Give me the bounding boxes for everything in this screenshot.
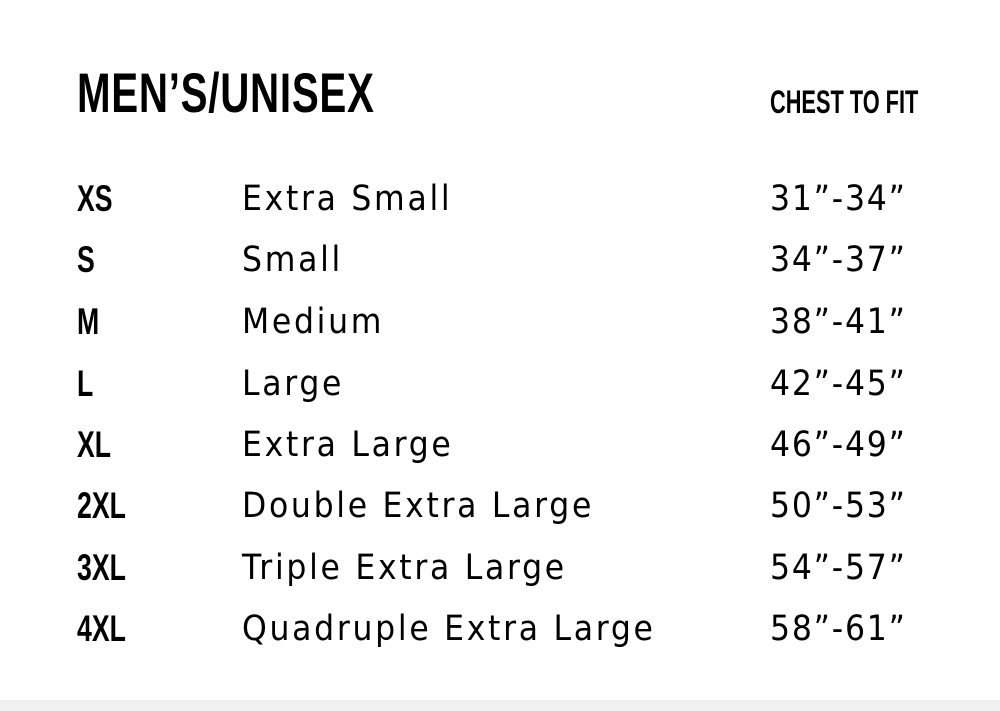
chest-range: 50”-53” bbox=[770, 486, 907, 526]
chest-range: 54”-57” bbox=[770, 548, 907, 588]
size-row: 3XL Triple Extra Large 54”-57” bbox=[0, 547, 1000, 588]
chest-range: 31”-34” bbox=[770, 179, 907, 219]
size-code: XL bbox=[77, 424, 112, 465]
size-code: XS bbox=[77, 178, 113, 219]
page-title: MEN’S/UNISEX bbox=[77, 61, 375, 124]
size-name: Triple Extra Large bbox=[242, 548, 567, 588]
size-code: S bbox=[77, 239, 95, 280]
size-row: XL Extra Large 46”-49” bbox=[0, 424, 1000, 465]
size-row: 2XL Double Extra Large 50”-53” bbox=[0, 485, 1000, 526]
size-code: 4XL bbox=[77, 608, 126, 649]
chest-range: 38”-41” bbox=[770, 302, 907, 342]
size-name: Extra Small bbox=[242, 179, 453, 219]
size-row: S Small 34”-37” bbox=[0, 239, 1000, 280]
size-name: Small bbox=[242, 240, 343, 280]
size-row: M Medium 38”-41” bbox=[0, 301, 1000, 342]
size-row: XS Extra Small 31”-34” bbox=[0, 178, 1000, 219]
size-name: Large bbox=[242, 364, 345, 404]
chest-range: 34”-37” bbox=[770, 240, 907, 280]
size-code: L bbox=[77, 363, 94, 404]
size-name: Double Extra Large bbox=[242, 486, 595, 526]
size-row: 4XL Quadruple Extra Large 58”-61” bbox=[0, 608, 1000, 649]
chest-range: 58”-61” bbox=[770, 609, 907, 649]
chest-column-header: CHEST TO FIT bbox=[770, 84, 919, 120]
bottom-divider bbox=[0, 700, 1000, 711]
size-row: L Large 42”-45” bbox=[0, 363, 1000, 404]
size-name: Extra Large bbox=[242, 425, 454, 465]
size-code: 2XL bbox=[77, 485, 126, 526]
chest-range: 42”-45” bbox=[770, 364, 907, 404]
size-name: Quadruple Extra Large bbox=[242, 609, 656, 649]
size-code: M bbox=[77, 301, 100, 342]
chest-range: 46”-49” bbox=[770, 425, 907, 465]
size-name: Medium bbox=[242, 302, 385, 342]
size-code: 3XL bbox=[77, 547, 126, 588]
